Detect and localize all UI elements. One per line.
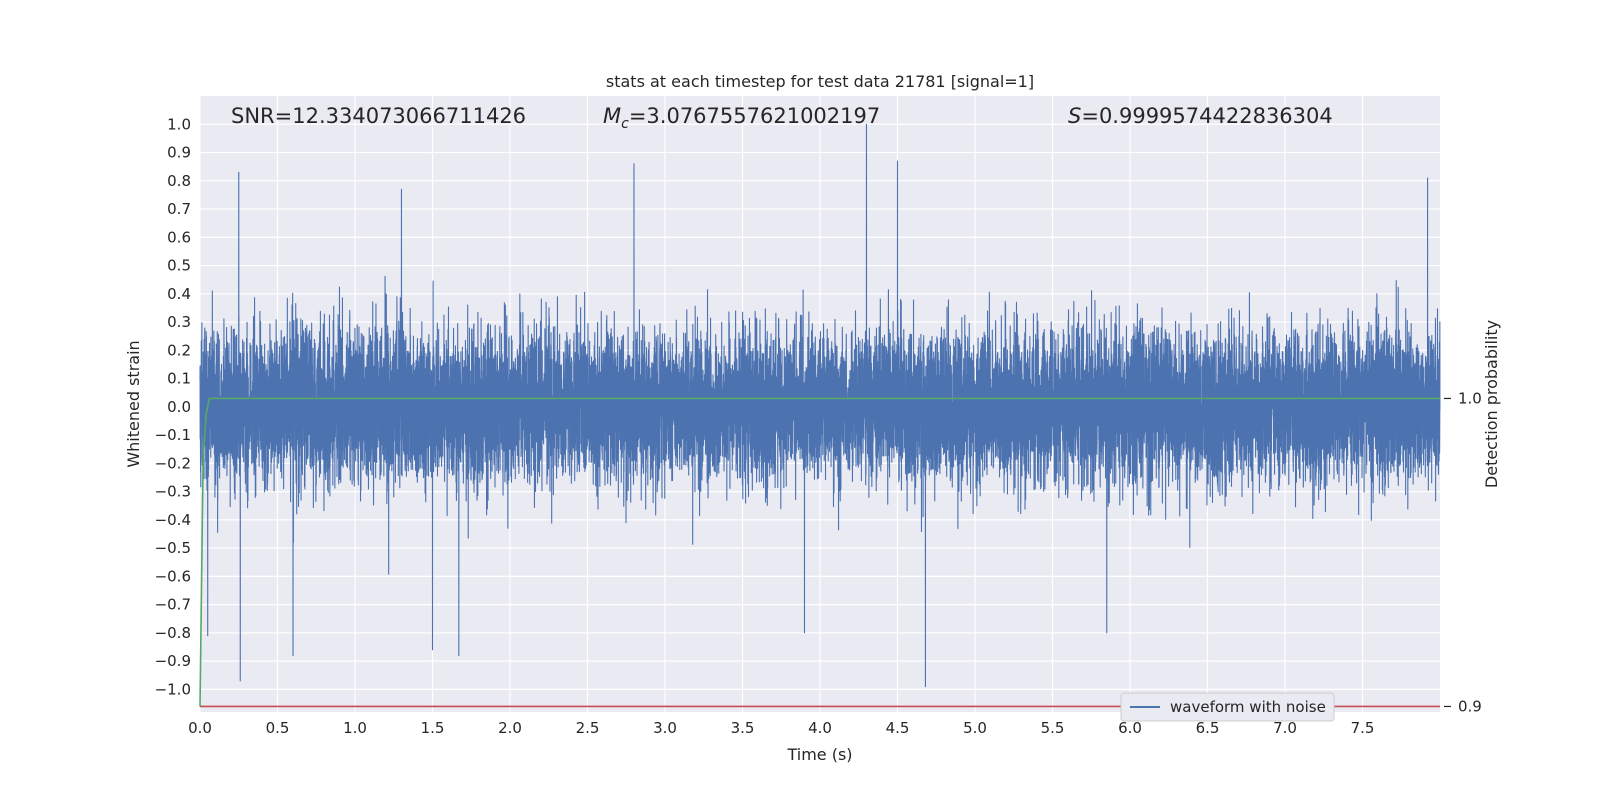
s-annotation: S=0.9999574422836304 <box>1068 104 1333 128</box>
y-tick-label: −0.8 <box>155 624 191 642</box>
y-axis-ticks: 1.0 0.9 0.8 0.7 0.6 0.5 0.4 0.3 0.2 0.1 0.0 −0.1 −0.… <box>155 115 191 698</box>
y-tick-label: −0.4 <box>155 511 191 529</box>
y-tick-label: 0.0 <box>167 398 191 416</box>
x-tick-label: 5.5 <box>1041 719 1065 737</box>
x-tick-label: 1.5 <box>421 719 445 737</box>
x-axis-ticks: 0.0 0.5 1.0 1.5 2.0 2.5 3.0 3.5 4.0 4.5 5.0 5.5 6.0 6… <box>188 719 1374 737</box>
detection-probability-line <box>199 397 1440 707</box>
x-axis-label: Time (s) <box>786 745 852 764</box>
x-tick-label: 0.0 <box>188 719 212 737</box>
mc-value: =3.0767557621002197 <box>629 104 880 128</box>
right-axis-label: Detection probability <box>1482 320 1501 488</box>
y-axis-label: Whitened strain <box>124 340 143 467</box>
x-tick-label: 7.0 <box>1273 719 1297 737</box>
mc-annotation: Mc=3.0767557621002197 <box>603 104 880 132</box>
right-tick-label: 0.9 <box>1458 697 1482 715</box>
y-tick-label: 1.0 <box>167 115 191 133</box>
y-tick-label: 0.9 <box>167 144 191 162</box>
x-tick-label: 7.5 <box>1351 719 1375 737</box>
y-tick-label: −0.1 <box>155 426 191 444</box>
y-tick-label: 0.4 <box>167 285 191 303</box>
y-tick-label: 0.6 <box>167 228 191 246</box>
y-tick-label: −0.5 <box>155 539 191 557</box>
s-symbol: S <box>1068 104 1081 128</box>
y-tick-label: 0.8 <box>167 172 191 190</box>
y-tick-label: 0.3 <box>167 313 191 331</box>
mc-subscript: c <box>621 116 629 132</box>
legend-box <box>1120 692 1335 722</box>
y-tick-label: −1.0 <box>155 680 191 698</box>
right-tick-label: 1.0 <box>1458 389 1482 407</box>
x-tick-label: 6.5 <box>1196 719 1220 737</box>
x-tick-label: 2.0 <box>498 719 522 737</box>
y-tick-label: 0.7 <box>167 200 191 218</box>
x-tick-label: 4.0 <box>808 719 832 737</box>
x-tick-label: 3.0 <box>653 719 677 737</box>
x-tick-label: 6.0 <box>1118 719 1142 737</box>
y-tick-label: −0.2 <box>155 454 191 472</box>
y-tick-label: 0.2 <box>167 341 191 359</box>
chart-title: stats at each timestep for test data 217… <box>606 72 1034 91</box>
x-tick-label: 4.5 <box>886 719 910 737</box>
y-tick-label: −0.6 <box>155 567 191 585</box>
x-tick-label: 0.5 <box>266 719 290 737</box>
x-tick-label: 1.0 <box>343 719 367 737</box>
y-tick-label: −0.7 <box>155 596 191 614</box>
y-tick-label: 0.5 <box>167 257 191 275</box>
mc-symbol: M <box>603 104 621 128</box>
x-tick-label: 3.5 <box>731 719 755 737</box>
legend-label: waveform with noise <box>1170 698 1326 716</box>
legend: waveform with noise <box>1120 692 1335 722</box>
y-tick-label: −0.9 <box>155 652 191 670</box>
right-axis-ticks: 1.0 0.9 <box>1444 389 1482 715</box>
y-tick-label: 0.1 <box>167 370 191 388</box>
s-value: =0.9999574422836304 <box>1081 104 1332 128</box>
x-tick-label: 5.0 <box>963 719 987 737</box>
y-tick-label: −0.3 <box>155 483 191 501</box>
snr-annotation: SNR=12.334073066711426 <box>231 104 526 128</box>
x-tick-label: 2.5 <box>576 719 600 737</box>
